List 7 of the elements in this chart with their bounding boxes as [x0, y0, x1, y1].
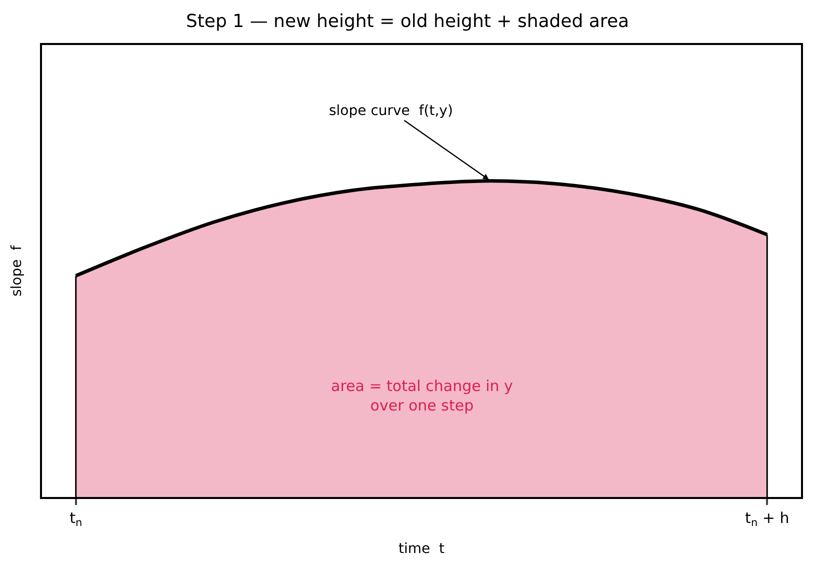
text: slope curve f(t,y)	[329, 103, 453, 119]
x-tick-label: t$_{n}$ + h	[745, 509, 790, 530]
chart-title: Step 1 — new height = old height + shaded area	[186, 11, 630, 32]
annotation: area = total change in y over one step	[331, 377, 514, 414]
y-axis-title: slope f	[9, 244, 26, 297]
x-tick-label: t$_{n}$	[70, 509, 82, 530]
x-axis-title: time t	[398, 540, 446, 557]
